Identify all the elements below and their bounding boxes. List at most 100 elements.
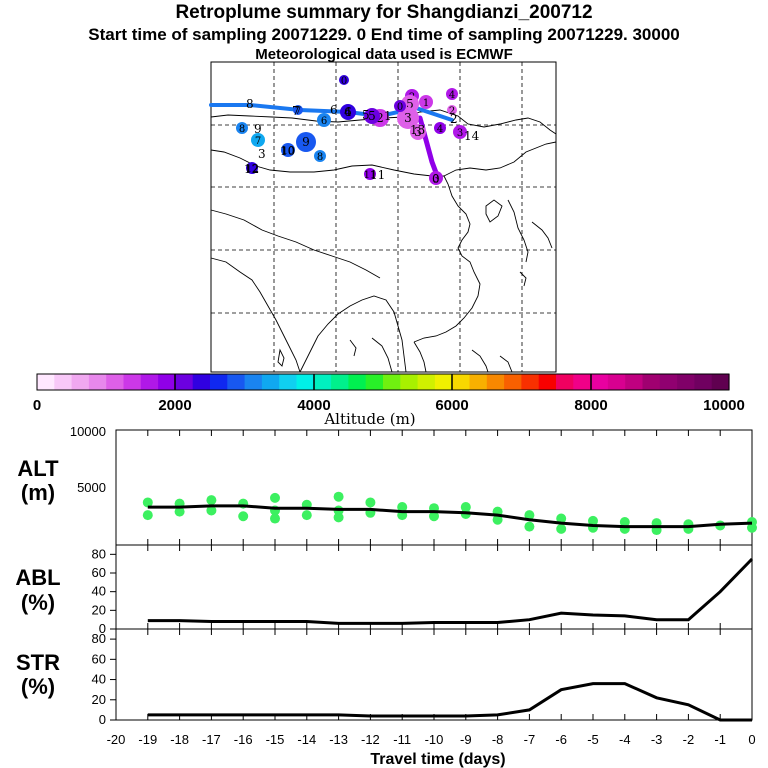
track-label-14: 14 bbox=[464, 129, 480, 143]
ytick-label: 40 bbox=[92, 584, 106, 599]
xtick-label: -20 bbox=[107, 732, 126, 747]
alt-point bbox=[333, 491, 344, 502]
colorbar-cell bbox=[573, 374, 592, 390]
colorbar-cell bbox=[677, 374, 695, 390]
alt-point bbox=[206, 495, 217, 506]
colorbar-cell bbox=[175, 374, 194, 390]
xtick-label: -11 bbox=[393, 732, 411, 747]
track-label-7: 7 bbox=[292, 104, 300, 118]
str-panel-frame bbox=[115, 628, 753, 721]
alt-point bbox=[460, 502, 471, 513]
alt-point bbox=[588, 515, 598, 526]
ytick-label: 60 bbox=[92, 565, 106, 580]
colorbar-cells bbox=[37, 374, 730, 390]
alt-ytick-10000: 10000 bbox=[70, 424, 106, 439]
plume-cluster-label: 2 bbox=[449, 106, 455, 117]
plume-cluster bbox=[317, 113, 331, 127]
plume-cluster bbox=[246, 162, 258, 174]
alt-point bbox=[397, 502, 408, 513]
colorbar-cell bbox=[452, 374, 471, 390]
plume-cluster-label: 9 bbox=[302, 135, 310, 149]
alt-point bbox=[142, 497, 153, 508]
plume-cluster bbox=[397, 107, 419, 129]
plume-cluster bbox=[429, 171, 443, 185]
track-label-9: 9 bbox=[254, 122, 262, 136]
map-grid bbox=[211, 62, 556, 372]
alt-point bbox=[238, 511, 249, 522]
plume-cluster bbox=[364, 108, 380, 124]
track-label-2: 2 bbox=[450, 112, 458, 126]
plume-cluster bbox=[339, 75, 349, 85]
colorbar-cell bbox=[521, 374, 540, 390]
plume-cluster-label: 12 bbox=[246, 164, 259, 175]
plume-cluster bbox=[434, 122, 446, 134]
track-label-5: 5 bbox=[362, 108, 370, 122]
abl-ytick-labels: 0 20 40 60 80 bbox=[92, 546, 116, 636]
plume-cluster-label: 10 bbox=[282, 146, 295, 157]
str-ytick-labels: 0 20 40 60 80 bbox=[92, 631, 116, 727]
colorbar-major-ticks bbox=[174, 374, 592, 390]
alt-point bbox=[301, 510, 312, 521]
ytick-label: 80 bbox=[92, 546, 106, 561]
alt-point bbox=[429, 511, 439, 522]
plume-cluster-label: 5 bbox=[368, 109, 376, 123]
alt-point bbox=[270, 492, 280, 503]
plume-cluster-label: 6 bbox=[344, 105, 352, 119]
xtick-label: -4 bbox=[619, 732, 631, 747]
x-axis-title: Travel time (days) bbox=[370, 751, 505, 768]
track-label-3: 3 bbox=[258, 147, 266, 161]
xtick-label: -10 bbox=[425, 732, 444, 747]
alt-ticks bbox=[115, 430, 753, 545]
plume-cluster bbox=[419, 95, 433, 109]
track-label-13: 13 bbox=[410, 123, 425, 137]
xtick-label: -12 bbox=[361, 732, 380, 747]
abl-axis-unit: (%) bbox=[21, 590, 55, 615]
alt-point bbox=[270, 513, 280, 524]
xtick-label: -17 bbox=[202, 732, 221, 747]
altitude-colorbar: 0 2000 4000 6000 8000 10000 Altitude (m) bbox=[33, 373, 745, 428]
alt-point bbox=[333, 512, 344, 523]
plume-cluster-label: 8 bbox=[317, 152, 323, 163]
xtick-label: -15 bbox=[266, 732, 285, 747]
abl-axis-name: ABL bbox=[15, 565, 60, 590]
alt-panel: ALT (m) 5000 10000 bbox=[17, 424, 757, 546]
colorbar-label-2000: 2000 bbox=[158, 397, 191, 414]
track-label-0: 0 bbox=[432, 172, 440, 186]
colorbar-cell bbox=[106, 374, 125, 390]
colorbar-cell bbox=[504, 374, 522, 390]
ytick-label: 40 bbox=[92, 672, 106, 687]
abl-panel: ABL (%) 0 20 40 60 80 bbox=[15, 544, 754, 636]
colorbar-cell bbox=[365, 374, 384, 390]
alt-point bbox=[142, 510, 153, 521]
plume-cluster-label: 7 bbox=[255, 136, 261, 147]
colorbar-cell bbox=[71, 374, 90, 390]
plume-cluster-label: 8 bbox=[239, 124, 245, 135]
plume-cluster-label: 4 bbox=[437, 124, 443, 135]
colorbar-cell bbox=[88, 374, 107, 390]
alt-point bbox=[206, 505, 217, 516]
colorbar-cell bbox=[383, 374, 401, 390]
plume-cluster bbox=[314, 150, 326, 162]
str-ticks bbox=[115, 629, 753, 720]
colorbar-cell bbox=[659, 374, 678, 390]
plume-cluster bbox=[447, 105, 457, 115]
colorbar-cell bbox=[469, 374, 488, 390]
alt-point bbox=[556, 513, 567, 524]
str-line bbox=[147, 682, 752, 722]
abl-panel-frame bbox=[115, 544, 753, 630]
colorbar-title: Altitude (m) bbox=[323, 410, 415, 428]
coastlines bbox=[210, 109, 557, 373]
plume-cluster-label: 1 bbox=[423, 98, 429, 109]
met-data-subtitle: Meteorological data used is ECMWF bbox=[255, 46, 513, 63]
plume-cluster-label: 11 bbox=[364, 170, 377, 181]
ytick-label: 60 bbox=[92, 651, 106, 666]
plume-cluster-label: 7 bbox=[295, 106, 301, 117]
plume-cluster bbox=[410, 124, 426, 140]
colorbar-cell bbox=[279, 374, 298, 390]
alt-point bbox=[556, 523, 567, 534]
plume-cluster-label: 5 bbox=[406, 97, 414, 111]
colorbar-label-4000: 4000 bbox=[297, 397, 330, 414]
track-label-1: 1 bbox=[384, 109, 392, 123]
colorbar-cell bbox=[694, 374, 713, 390]
